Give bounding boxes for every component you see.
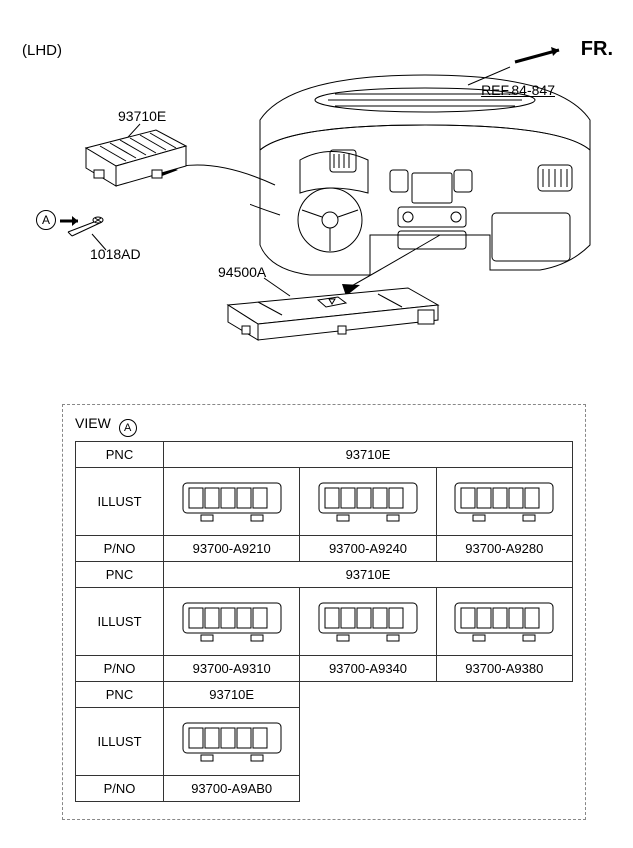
pno-cell: 93700-A9AB0 [164,776,300,802]
pno-cell: 93700-A9240 [300,536,436,562]
pno-cell: 93700-A9310 [164,656,300,682]
pno-header: P/NO [76,536,164,562]
illust-cell [436,468,572,536]
pno-cell: 93700-A9380 [436,656,572,682]
parts-diagram-page: (LHD) FR. REF.84-847 93710E 1018AD 94500… [0,0,633,848]
illust-header: ILLUST [76,468,164,536]
variant-table: PNC 93710E ILLUST P/NO 93700-A9210 93700… [75,441,573,802]
illust-cell [436,588,572,656]
pnc-header: PNC [76,442,164,468]
pno-cell: 93700-A9340 [300,656,436,682]
view-text: VIEW [75,415,111,431]
pno-cell: 93700-A9210 [164,536,300,562]
variant-table-frame: VIEW A PNC 93710E ILLUST P/NO 93700-A921… [62,404,586,820]
view-a-marker: A [36,210,56,230]
illust-header: ILLUST [76,708,164,776]
pnc-value-3: 93710E [164,682,300,708]
illust-cell [300,468,436,536]
illust-cell [164,588,300,656]
pnc-header: PNC [76,562,164,588]
pno-header: P/NO [76,776,164,802]
pno-header: P/NO [76,656,164,682]
pno-cell: 93700-A9280 [436,536,572,562]
view-label: VIEW A [75,415,573,437]
screw-illustration [58,210,108,240]
pnc-value-1: 93710E [164,442,573,468]
pnc-value-2: 93710E [164,562,573,588]
illust-cell [300,588,436,656]
hazard-panel-illustration [218,270,448,350]
illust-header: ILLUST [76,588,164,656]
illust-cell [164,708,300,776]
view-a-circle: A [119,419,137,437]
fr-label: FR. [581,38,613,61]
pnc-header: PNC [76,682,164,708]
lhd-label: (LHD) [22,42,62,59]
switch-assy-illustration [76,118,196,198]
illust-cell [164,468,300,536]
